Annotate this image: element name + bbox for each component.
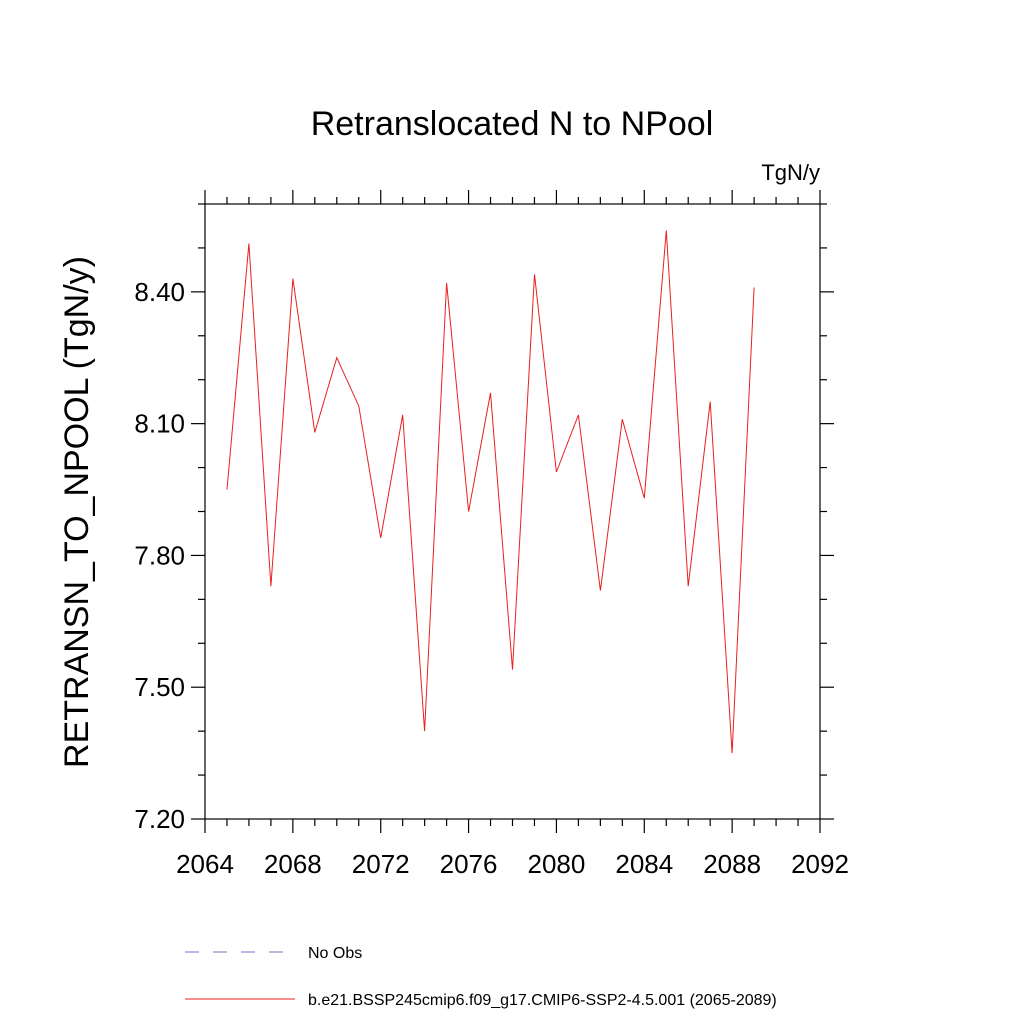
legend-label: No Obs: [308, 945, 362, 962]
y-tick-label: 8.10: [134, 409, 185, 439]
legend: No Obs b.e21.BSSP245cmip6.f09_g17.CMIP6-S…: [185, 945, 777, 1009]
series-layer: [226, 230, 755, 754]
x-tick-label: 2092: [791, 849, 849, 879]
x-axis: 2064 2068 2072 2076 2080 2084 2088 2092: [176, 190, 849, 879]
x-tick-label: 2076: [440, 849, 498, 879]
y-tick-label: 7.20: [134, 804, 185, 834]
y-axis: 7.20 7.50 7.80 8.10 8.40: [134, 203, 834, 834]
x-tick-label: 2088: [703, 849, 761, 879]
y-axis-label: RETRANSN_TO_NPOOL (TgN/y): [58, 256, 96, 768]
y-tick-label: 7.50: [134, 672, 185, 702]
plot-frame: [204, 203, 821, 820]
units-label: TgN/y: [761, 160, 820, 185]
series-line: [226, 230, 755, 754]
x-tick-label: 2064: [176, 849, 234, 879]
legend-label: b.e21.BSSP245cmip6.f09_g17.CMIP6-SSP2-4.…: [308, 992, 777, 1009]
y-tick-label: 8.40: [134, 277, 185, 307]
x-tick-label: 2068: [264, 849, 322, 879]
y-tick-label: 7.80: [134, 540, 185, 570]
x-tick-label: 2080: [528, 849, 586, 879]
x-tick-label: 2084: [615, 849, 673, 879]
chart-title: Retranslocated N to NPool: [311, 105, 714, 143]
x-tick-label: 2072: [352, 849, 410, 879]
